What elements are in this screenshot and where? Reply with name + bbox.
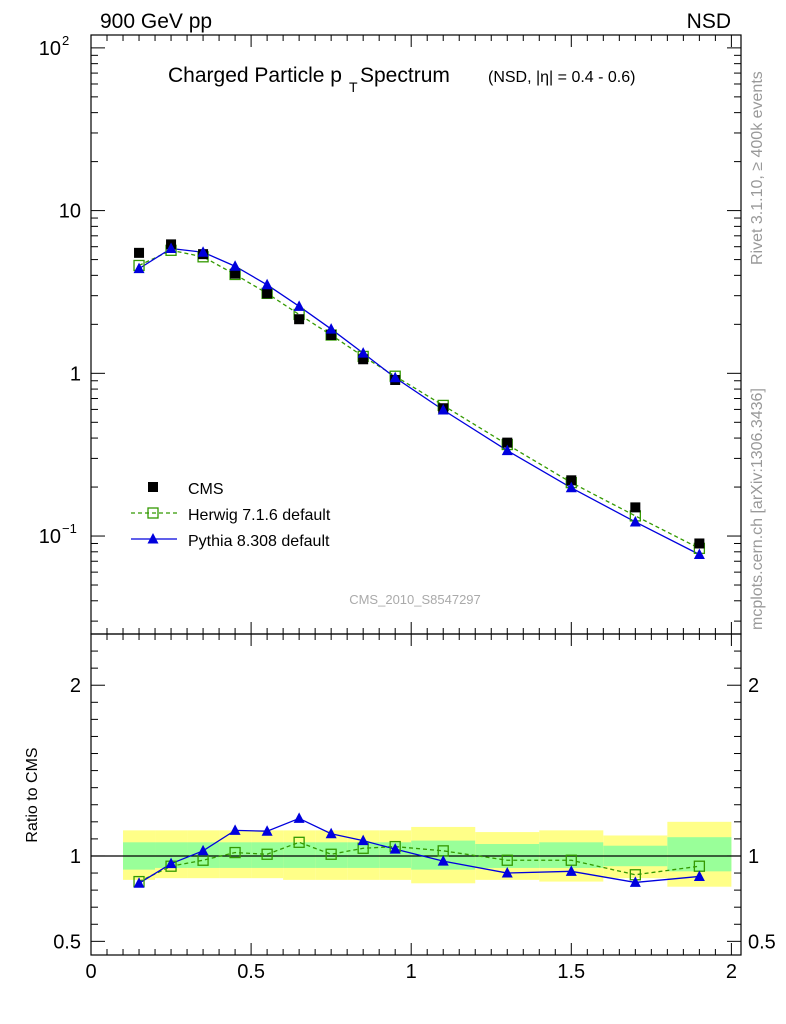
pythia-point — [229, 260, 241, 271]
pythia-ratio-point — [197, 844, 209, 856]
cms-point — [326, 329, 337, 340]
pythia-ratio-point — [261, 825, 273, 836]
rivet-label: Rivet 3.1.10, ≥ 400k events — [749, 71, 766, 265]
herwig-ratio-point — [565, 854, 577, 866]
x-tick-label: 0 — [85, 961, 96, 983]
pythia-point — [389, 371, 401, 383]
pythia-ratio-line — [138, 817, 700, 884]
title-main-b: Spectrum — [360, 64, 450, 87]
band-inner-bin — [347, 842, 380, 868]
pythia-ratio-point — [133, 877, 145, 888]
main-series — [133, 239, 706, 560]
ratio-y-tick-label: 1 — [70, 846, 81, 868]
pythia-point — [357, 347, 369, 358]
ratio-uncertainty-bands — [123, 821, 732, 887]
pythia-ratio-point — [693, 870, 705, 881]
cms-point — [230, 268, 241, 279]
cms-point — [294, 314, 305, 325]
x-tick-label: 1.5 — [557, 961, 585, 983]
y-tick-label: 1 — [70, 363, 81, 385]
pythia-point — [565, 481, 577, 493]
title-detail: (NSD, |η| = 0.4 - 0.6) — [488, 69, 635, 86]
ratio-frame — [90, 633, 742, 956]
y-tick-exponent: −1 — [62, 521, 77, 536]
ratio-series — [133, 812, 706, 888]
legend: CMS Herwig 7.1.6 default Pythia 8.308 defa… — [131, 481, 331, 550]
cms-point — [694, 538, 705, 549]
plot-title: Charged Particle p T Spectrum (NSD, |η| … — [168, 64, 635, 95]
pythia-point — [325, 323, 337, 334]
header-right: NSD — [687, 10, 731, 33]
y-tick-exponent: 2 — [62, 33, 69, 48]
herwig-ratio-point — [261, 848, 273, 860]
herwig-ratio-point — [229, 846, 241, 859]
ratio-y-tick-label-right: 1 — [748, 846, 759, 868]
band-inner-bin — [667, 837, 732, 872]
cms-point — [358, 354, 369, 365]
pythia-point — [501, 444, 513, 456]
ratio-y-tick-label: 2 — [70, 675, 81, 697]
pythia-ratio-point — [357, 834, 369, 846]
legend-pythia-marker — [147, 533, 159, 544]
pythia-point — [437, 404, 449, 415]
pythia-ratio-point — [293, 812, 305, 823]
cms-point — [502, 437, 513, 448]
legend-herwig-marker — [147, 507, 159, 519]
band-inner-bin — [315, 842, 348, 868]
title-main-a: Charged Particle p — [168, 64, 342, 87]
pythia-point — [293, 300, 305, 311]
header-left: 900 GeV pp — [100, 10, 212, 33]
pythia-ratio-point — [437, 855, 449, 866]
pythia-ratio-point — [165, 857, 177, 869]
analysis-id: CMS_2010_S8547297 — [349, 592, 481, 607]
pythia-point — [629, 515, 641, 527]
pythia-point — [261, 278, 273, 290]
pythia-ratio-point — [229, 824, 241, 835]
herwig-ratio-point — [325, 848, 337, 860]
ratio-y-tick-label-right: 2 — [748, 675, 759, 697]
band-inner-bin — [251, 842, 284, 868]
pythia-point — [133, 262, 145, 274]
ratio-y-tick-label-right: 0.5 — [748, 931, 776, 953]
y-tick-label: 10 — [59, 201, 81, 223]
x-tick-label: 2 — [726, 961, 737, 983]
herwig-ratio-point — [293, 836, 305, 848]
cms-point — [262, 288, 273, 299]
legend-cms-label: CMS — [188, 481, 224, 498]
herwig-ratio-point — [501, 854, 513, 866]
pythia-ratio-point — [629, 876, 641, 887]
pythia-point — [693, 548, 705, 560]
cms-point — [630, 502, 641, 513]
y-tick-label: 10 — [39, 526, 61, 548]
x-tick-label: 1 — [406, 961, 417, 983]
pythia-point — [165, 242, 177, 253]
ratio-ylabel: Ratio to CMS — [24, 747, 41, 842]
legend-cms-marker — [148, 482, 158, 492]
legend-herwig-label: Herwig 7.1.6 default — [188, 507, 331, 524]
pythia-point — [197, 246, 209, 257]
x-tick-label: 0.5 — [237, 961, 265, 983]
pythia-ratio-point — [325, 827, 337, 839]
cms-point — [566, 475, 577, 486]
ratio-y-tick-label: 0.5 — [53, 931, 81, 953]
pythia-ratio-point — [565, 865, 577, 876]
band-inner-bin — [219, 842, 252, 868]
legend-pythia-label: Pythia 8.308 default — [188, 533, 330, 550]
cms-point — [134, 247, 145, 258]
herwig-line — [138, 249, 700, 549]
mcplots-label: mcplots.cern.ch [arXiv:1306.3436] — [749, 388, 766, 630]
pythia-ratio-point — [501, 867, 513, 878]
title-subscript: T — [349, 79, 358, 95]
y-tick-label: 10 — [39, 38, 61, 60]
pythia-ratio-point — [389, 843, 401, 854]
